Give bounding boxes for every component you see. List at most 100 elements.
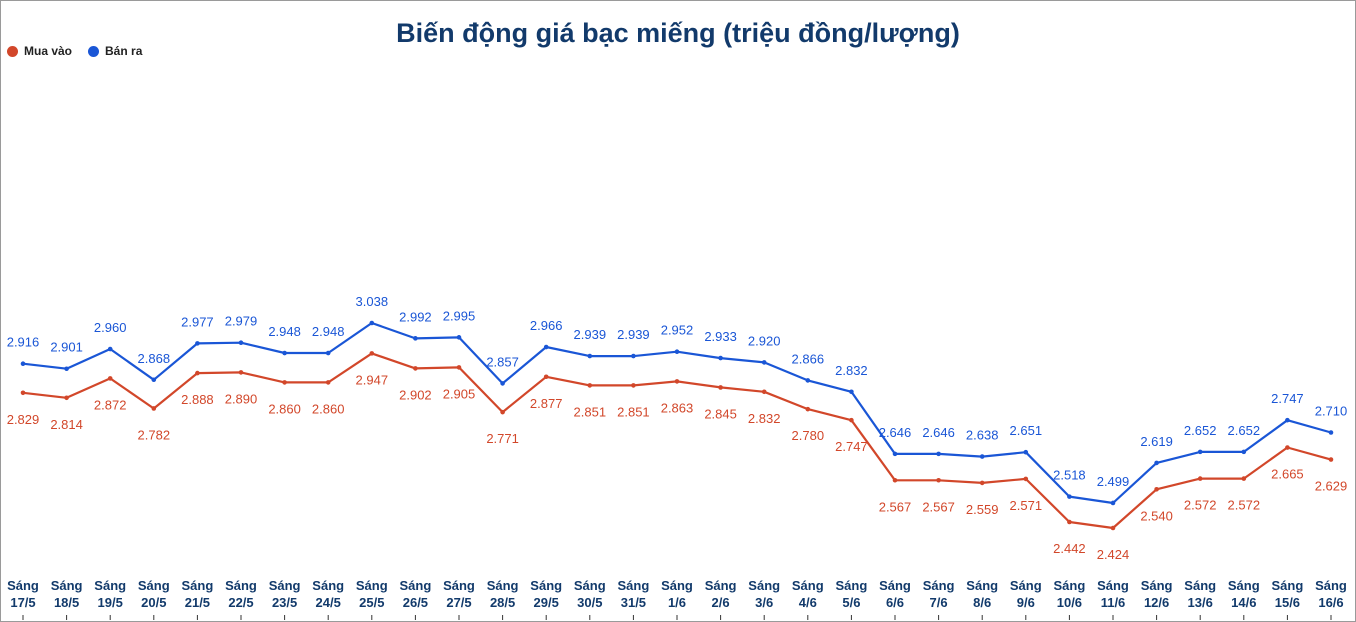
x-tick-label: 27/5: [446, 595, 471, 610]
data-label-ban-ra: 2.857: [486, 354, 519, 369]
data-point-ban-ra: [500, 381, 505, 386]
x-tick-label: 8/6: [973, 595, 991, 610]
data-label-mua-vao: 2.559: [966, 502, 999, 517]
legend-item-mua-vao: Mua vào: [7, 44, 72, 58]
data-point-ban-ra: [1023, 449, 1029, 455]
x-tick-label: 16/6: [1318, 595, 1343, 610]
data-label-mua-vao: 2.851: [574, 404, 607, 419]
data-point-mua-vao: [413, 366, 418, 371]
data-label-mua-vao: 2.890: [225, 391, 258, 406]
x-tick-label: 31/5: [621, 595, 646, 610]
data-label-mua-vao: 2.851: [617, 404, 650, 419]
data-label-mua-vao: 2.424: [1097, 547, 1130, 562]
x-tick-label: Sáng: [966, 578, 998, 593]
data-label-ban-ra: 2.652: [1228, 423, 1261, 438]
legend-swatch-mua-vao: [7, 45, 18, 57]
data-point-mua-vao: [1241, 476, 1247, 481]
x-tick-label: 10/6: [1057, 595, 1082, 610]
x-tick-label: 15/6: [1275, 595, 1300, 610]
data-point-ban-ra: [20, 361, 26, 367]
x-tick-label: 2/6: [712, 595, 730, 610]
data-label-mua-vao: 2.832: [748, 411, 781, 426]
data-label-ban-ra: 2.710: [1315, 404, 1348, 419]
data-point-ban-ra: [631, 353, 636, 359]
data-label-mua-vao: 2.780: [792, 428, 825, 443]
data-label-ban-ra: 2.920: [748, 333, 781, 348]
x-tick-label: Sáng: [487, 578, 519, 593]
data-point-mua-vao: [20, 390, 26, 396]
data-label-mua-vao: 2.905: [443, 386, 476, 401]
data-point-mua-vao: [1328, 457, 1334, 462]
data-point-ban-ra: [413, 336, 418, 341]
x-tick-label: Sáng: [1228, 578, 1260, 593]
x-tick-label: 24/5: [316, 595, 341, 610]
data-label-mua-vao: 2.771: [486, 431, 519, 446]
x-tick-label: Sáng: [7, 578, 39, 593]
x-tick-label: Sáng: [879, 578, 911, 593]
data-label-mua-vao: 2.829: [7, 412, 40, 427]
data-point-ban-ra: [195, 341, 200, 346]
x-tick-label: Sáng: [1315, 578, 1347, 593]
data-label-ban-ra: 2.948: [312, 324, 345, 339]
x-tick-label: 22/5: [228, 595, 253, 610]
data-point-mua-vao: [107, 376, 113, 381]
legend-item-ban-ra: Bán ra: [88, 44, 142, 58]
x-tick-label: 26/5: [403, 595, 428, 610]
x-tick-label: 9/6: [1017, 595, 1035, 610]
x-tick-label: Sáng: [356, 578, 388, 593]
data-point-ban-ra: [543, 344, 549, 350]
x-tick-label: Sáng: [530, 578, 562, 593]
legend-label-mua-vao: Mua vào: [24, 44, 73, 58]
data-label-mua-vao: 2.567: [879, 499, 912, 514]
data-label-mua-vao: 2.877: [530, 396, 563, 411]
data-point-ban-ra: [151, 377, 157, 383]
x-tick-label: Sáng: [1272, 578, 1304, 593]
data-label-ban-ra: 2.747: [1271, 391, 1304, 406]
data-label-ban-ra: 2.933: [704, 329, 737, 344]
data-point-ban-ra: [892, 451, 898, 457]
data-point-mua-vao: [674, 379, 680, 384]
data-point-mua-vao: [500, 409, 505, 415]
data-label-ban-ra: 2.499: [1097, 474, 1130, 489]
data-point-ban-ra: [456, 335, 462, 340]
data-label-ban-ra: 2.995: [443, 308, 476, 323]
data-label-mua-vao: 2.888: [181, 392, 214, 407]
x-tick-label: Sáng: [138, 578, 170, 593]
x-tick-label: 19/5: [98, 595, 123, 610]
data-point-mua-vao: [543, 374, 549, 380]
x-tick-label: 21/5: [185, 595, 210, 610]
data-label-mua-vao: 2.747: [835, 439, 868, 454]
data-label-ban-ra: 2.966: [530, 318, 563, 333]
x-tick-label: 20/5: [141, 595, 166, 610]
x-tick-label: Sáng: [661, 578, 693, 593]
data-point-mua-vao: [979, 480, 985, 486]
data-label-ban-ra: 2.992: [399, 309, 432, 324]
data-point-mua-vao: [718, 385, 723, 390]
x-tick-label: Sáng: [574, 578, 606, 593]
data-label-ban-ra: 2.901: [50, 340, 83, 355]
data-label-ban-ra: 2.652: [1184, 423, 1217, 438]
data-label-mua-vao: 2.860: [312, 401, 345, 416]
data-label-mua-vao: 2.872: [94, 397, 127, 412]
data-label-ban-ra: 2.979: [225, 314, 258, 329]
data-label-ban-ra: 2.977: [181, 314, 214, 329]
data-point-mua-vao: [1154, 486, 1159, 492]
data-point-mua-vao: [1110, 525, 1116, 531]
x-tick-label: 4/6: [799, 595, 817, 610]
data-label-mua-vao: 2.665: [1271, 467, 1304, 482]
data-point-ban-ra: [1241, 449, 1247, 455]
data-point-ban-ra: [64, 366, 69, 372]
data-label-ban-ra: 2.832: [835, 363, 868, 378]
legend-label-ban-ra: Bán ra: [105, 44, 143, 58]
data-label-ban-ra: 2.646: [879, 425, 912, 440]
x-tick-label: Sáng: [94, 578, 126, 593]
data-label-ban-ra: 2.960: [94, 320, 127, 335]
x-tick-label: Sáng: [705, 578, 737, 593]
data-point-mua-vao: [631, 383, 636, 388]
data-point-ban-ra: [674, 349, 680, 355]
data-point-mua-vao: [761, 389, 767, 395]
x-tick-label: Sáng: [923, 578, 955, 593]
data-label-ban-ra: 2.916: [7, 335, 40, 350]
data-label-mua-vao: 2.540: [1140, 508, 1173, 523]
